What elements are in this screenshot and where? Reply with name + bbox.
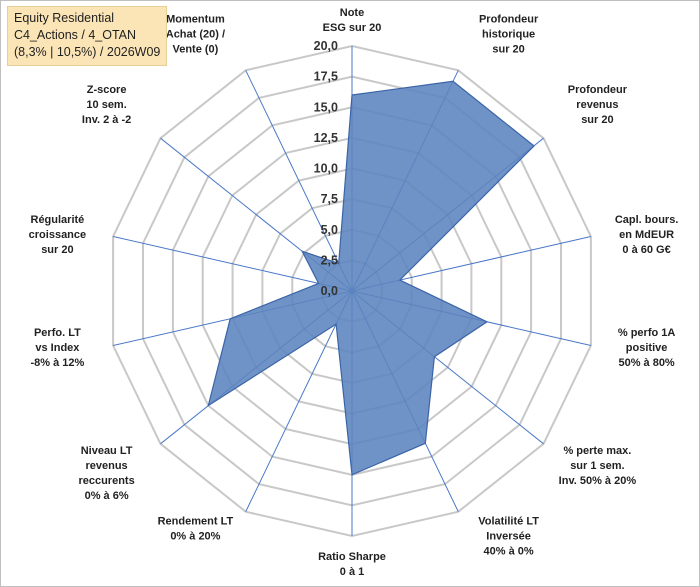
axis-label-11-line-1: croissance — [29, 229, 86, 241]
axis-label-4: % perfo 1A positive 50% à 80% — [618, 327, 676, 369]
radar-axis-labels: Note ESG sur 20 Profondeur historique sur 20… — [29, 7, 679, 578]
axis-label-9-line-1: revenus — [85, 460, 127, 472]
axis-label-5-line-1: sur 1 sem. — [570, 460, 624, 472]
tick-label-1: 2,5 — [321, 253, 338, 267]
axis-label-6: Volatilité LT Inversée 40% à 0% — [478, 516, 539, 558]
axis-label-13-line-1: Achat (20) / — [166, 28, 225, 40]
axis-label-1-line-1: historique — [482, 28, 535, 40]
axis-label-7-line-0: Ratio Sharpe — [318, 551, 386, 563]
axis-label-1-line-0: Profondeur — [479, 13, 539, 25]
axis-label-1: Profondeur historique sur 20 — [479, 13, 539, 55]
tick-label-6: 15,0 — [314, 100, 338, 114]
chart-title-line-2: C4_Actions / 4_OTAN — [14, 28, 137, 42]
axis-label-0-line-1: ESG sur 20 — [323, 22, 382, 34]
axis-label-3-line-2: 0 à 60 G€ — [622, 244, 670, 256]
series-area — [207, 80, 535, 476]
axis-label-7: Ratio Sharpe 0 à 1 — [318, 551, 386, 578]
tick-label-2: 5,0 — [321, 223, 338, 237]
axis-label-2-line-0: Profondeur — [568, 84, 628, 96]
axis-label-2-line-2: sur 20 — [581, 114, 613, 126]
axis-label-0-line-0: Note — [340, 7, 364, 19]
axis-label-5: % perte max. sur 1 sem. Inv. 50% à 20% — [559, 445, 637, 487]
axis-label-12-line-2: Inv. 2 à -2 — [82, 114, 131, 126]
axis-label-10-line-0: Perfo. LT — [34, 327, 81, 339]
axis-label-8: Rendement LT 0% à 20% — [158, 516, 234, 543]
tick-label-0: 0,0 — [321, 284, 338, 298]
axis-label-13-line-0: Momentum — [166, 13, 225, 25]
axis-label-9-line-2: reccurents — [78, 475, 134, 487]
axis-label-3-line-1: en MdEUR — [619, 229, 674, 241]
axis-label-10: Perfo. LT vs Index -8% à 12% — [30, 327, 84, 369]
axis-label-3-line-0: Capl. bours. — [615, 214, 679, 226]
axis-label-0: Note ESG sur 20 — [323, 7, 382, 34]
chart-title-line-1: Equity Residential — [14, 11, 115, 25]
tick-label-7: 17,5 — [314, 70, 338, 84]
chart-title-line-3: (8,3% | 10,5%) / 2026W09 — [14, 45, 161, 59]
axis-label-6-line-2: 40% à 0% — [484, 546, 534, 558]
axis-label-13: Momentum Achat (20) / Vente (0) — [166, 13, 225, 55]
axis-label-2: Profondeur revenus sur 20 — [568, 84, 628, 126]
spoke-13 — [245, 70, 353, 292]
axis-label-4-line-1: positive — [626, 342, 668, 354]
axis-label-3: Capl. bours. en MdEUR 0 à 60 G€ — [615, 214, 679, 256]
axis-label-12: Z-score 10 sem. Inv. 2 à -2 — [82, 84, 131, 126]
axis-label-9: Niveau LT revenus reccurents 0% à 6% — [78, 445, 134, 502]
spoke-11 — [112, 236, 353, 292]
axis-label-1-line-2: sur 20 — [492, 43, 524, 55]
axis-label-9-line-0: Niveau LT — [81, 445, 133, 457]
axis-label-7-line-1: 0 à 1 — [340, 566, 364, 578]
axis-label-11-line-2: sur 20 — [41, 244, 73, 256]
chart-title-box: Equity Residential C4_Actions / 4_OTAN (… — [7, 6, 168, 66]
axis-label-10-line-1: vs Index — [35, 342, 80, 354]
tick-label-5: 12,5 — [314, 131, 338, 145]
radar-series — [207, 80, 535, 476]
axis-label-6-line-1: Inversée — [486, 531, 531, 543]
axis-label-6-line-0: Volatilité LT — [478, 516, 539, 528]
axis-label-11: Régularité croissance sur 20 — [29, 214, 86, 256]
radar-tick-labels: 0,0 2,5 5,0 7,5 10,0 12,5 15,0 17,5 20,0 — [314, 39, 338, 298]
axis-label-2-line-1: revenus — [576, 99, 618, 111]
axis-label-12-line-0: Z-score — [87, 84, 127, 96]
tick-label-4: 10,0 — [314, 162, 338, 176]
axis-label-12-line-1: 10 sem. — [86, 99, 126, 111]
axis-label-8-line-1: 0% à 20% — [170, 531, 220, 543]
axis-label-9-line-3: 0% à 6% — [85, 490, 129, 502]
spoke-8 — [245, 290, 353, 512]
axis-label-11-line-0: Régularité — [31, 214, 85, 226]
axis-label-10-line-2: -8% à 12% — [30, 357, 84, 369]
tick-label-8: 20,0 — [314, 39, 338, 53]
tick-label-3: 7,5 — [321, 192, 338, 206]
axis-label-13-line-2: Vente (0) — [172, 43, 218, 55]
axis-label-5-line-0: % perte max. — [563, 445, 631, 457]
axis-label-4-line-0: % perfo 1A — [618, 327, 676, 339]
axis-label-4-line-2: 50% à 80% — [618, 357, 674, 369]
axis-label-8-line-0: Rendement LT — [158, 516, 234, 528]
axis-label-5-line-2: Inv. 50% à 20% — [559, 475, 637, 487]
